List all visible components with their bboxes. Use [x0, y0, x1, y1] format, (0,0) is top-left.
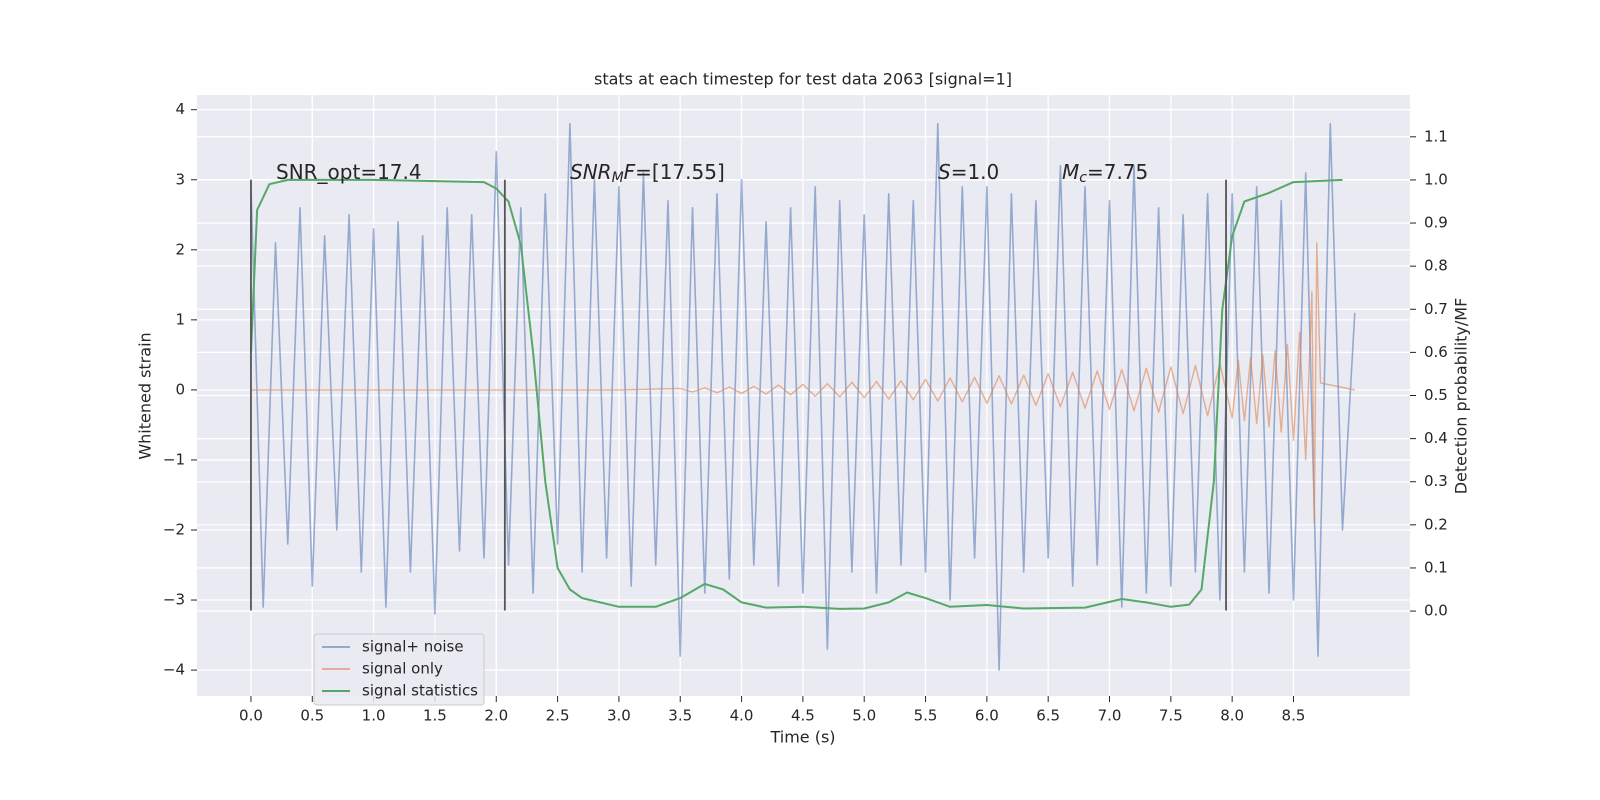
x-tick-label: 3.0: [607, 707, 631, 725]
x-tick-label: 5.0: [852, 707, 876, 725]
x-tick-label: 2.0: [484, 707, 508, 725]
x-tick-label: 5.5: [914, 707, 938, 725]
y-tick-label: −3: [163, 591, 185, 609]
y2-tick-label: 0.9: [1424, 214, 1448, 232]
annotation-part: =[17.55]: [635, 160, 725, 184]
annotation-part: c: [1079, 170, 1087, 186]
series-line: [250, 178, 1343, 610]
y-tick-label: 0: [175, 380, 185, 398]
annotation-part: F: [624, 160, 636, 184]
x-tick-label: 6.0: [975, 707, 999, 725]
y-tick-label: 3: [175, 170, 185, 188]
annotation-part: SNR_opt=17.4: [276, 160, 422, 184]
y2-tick-label: 1.0: [1424, 170, 1448, 188]
y2-axis-label: Detection probability/MF: [1452, 298, 1471, 495]
y-axis-label: Whitened strain: [136, 332, 155, 459]
x-tick-label: 6.5: [1036, 707, 1060, 725]
y2-tick-label: 0.3: [1424, 472, 1448, 490]
y2-tick-label: 0.2: [1424, 515, 1448, 533]
annotation: SNR_opt=17.4: [276, 160, 422, 184]
annotation-part: S: [938, 160, 951, 184]
x-tick-label: 4.5: [791, 707, 815, 725]
legend-box: [313, 633, 485, 706]
annotation-part: M: [612, 170, 624, 186]
annotation-part: =1.0: [951, 160, 1000, 184]
y2-tick-label: 0.7: [1424, 300, 1448, 318]
x-tick-label: 7.0: [1098, 707, 1122, 725]
x-tick-label: 7.5: [1159, 707, 1183, 725]
series-line: [250, 122, 1356, 671]
y2-tick-label: 0.6: [1424, 343, 1448, 361]
y-tick-label: −4: [163, 661, 185, 679]
y2-tick-label: 0.4: [1424, 429, 1448, 447]
annotation: S=1.0: [938, 160, 999, 184]
y2-tick-label: 0.0: [1424, 602, 1448, 620]
y-tick-label: 2: [175, 240, 185, 258]
y2-tick-label: 1.1: [1424, 127, 1448, 145]
legend: signal+ noise signal only signal statistic…: [313, 633, 485, 706]
y-tick-label: −2: [163, 520, 185, 538]
y-tick-label: 4: [175, 100, 185, 118]
marks: [250, 122, 1356, 671]
x-tick-label: 4.0: [730, 707, 754, 725]
x-tick-label: 0.0: [239, 707, 263, 725]
legend-label: signal only: [362, 660, 443, 678]
x-tick-label: 8.5: [1282, 707, 1306, 725]
y-tick-label: −1: [163, 450, 185, 468]
y2-tick-label: 0.8: [1424, 257, 1448, 275]
annotation: Mc=7.75: [1062, 160, 1148, 187]
y2-tick-label: 0.5: [1424, 386, 1448, 404]
x-tick-label: 3.5: [668, 707, 692, 725]
x-tick-label: 1.0: [362, 707, 386, 725]
y2-tick-label: 0.1: [1424, 558, 1448, 576]
annotation: SNRMF=[17.55]: [570, 160, 725, 187]
annotation-part: SNR: [570, 160, 612, 184]
x-tick-label: 1.5: [423, 707, 447, 725]
x-tick-label: 8.0: [1220, 707, 1244, 725]
series-line: [251, 242, 1355, 524]
y-tick-label: 1: [175, 310, 185, 328]
annotation-part: M: [1062, 160, 1079, 184]
annotation-part: =7.75: [1087, 160, 1148, 184]
x-tick-label: 2.5: [546, 707, 570, 725]
legend-label: signal statistics: [362, 682, 478, 700]
x-tick-label: 0.5: [300, 707, 324, 725]
chart-title: stats at each timestep for test data 206…: [594, 70, 1012, 89]
legend-label: signal+ noise: [362, 638, 464, 656]
x-axis-label: Time (s): [769, 728, 835, 747]
